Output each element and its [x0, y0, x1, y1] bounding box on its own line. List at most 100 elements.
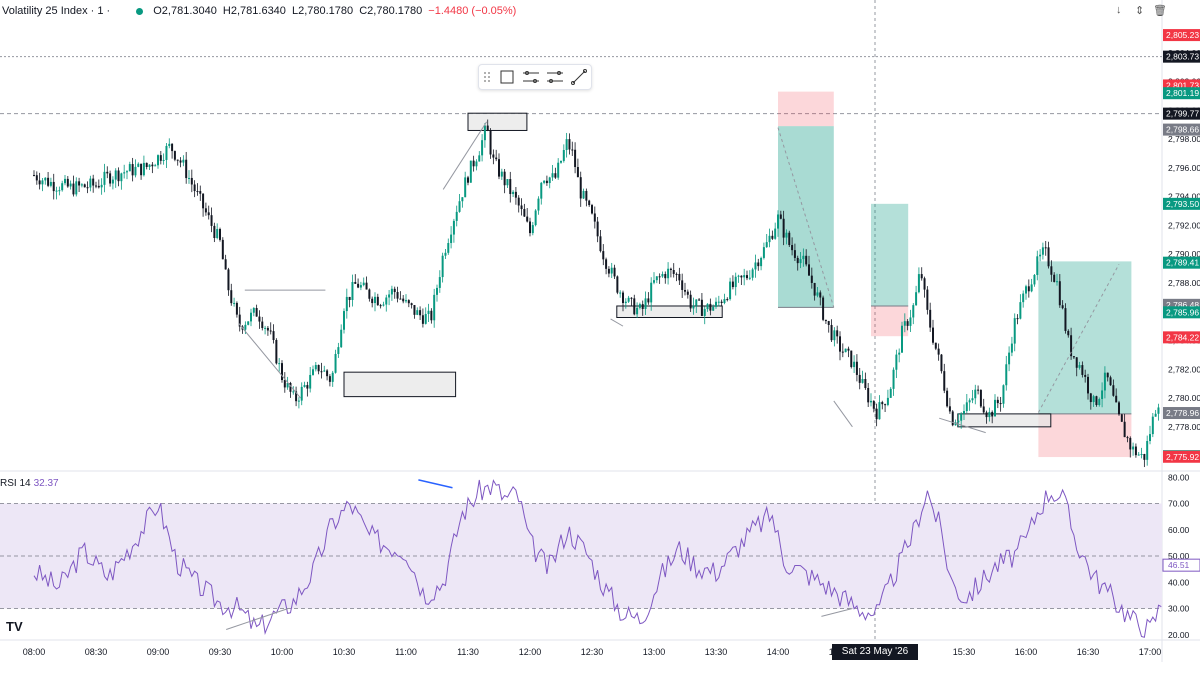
candle-body — [982, 406, 985, 413]
zones — [343, 91, 1132, 458]
candle-body — [802, 255, 805, 260]
drag-handle-icon[interactable] — [484, 72, 490, 82]
candle-body — [596, 221, 599, 237]
candle-body — [41, 180, 44, 185]
price-tick-label: 2,792.00 — [1168, 220, 1200, 230]
candle-body — [664, 274, 667, 279]
candle-body — [996, 399, 999, 404]
candle-body — [554, 173, 557, 178]
scroll-down-icon[interactable]: ↓ — [1116, 4, 1122, 16]
candle-body — [932, 327, 934, 343]
candle-body — [396, 292, 399, 299]
long-position-icon[interactable] — [523, 71, 539, 83]
candle-body — [351, 282, 354, 301]
candle-body — [35, 175, 38, 181]
candle-body — [331, 372, 334, 382]
candle-body — [216, 229, 219, 239]
candle-body — [168, 143, 171, 146]
candles — [33, 119, 1160, 468]
trash-icon[interactable]: 🗑 — [1153, 5, 1167, 17]
time-tick-label: 09:00 — [147, 647, 170, 657]
candle-body — [1056, 281, 1058, 283]
price-tag-label: 2,805.23 — [1166, 30, 1199, 40]
candle-body — [1132, 446, 1135, 450]
candle-body — [650, 282, 653, 303]
candle-body — [1137, 454, 1140, 456]
candle-body — [1064, 308, 1067, 331]
candle-body — [661, 274, 664, 277]
candle-body — [1039, 254, 1042, 257]
candle-body — [607, 268, 610, 274]
candle-body — [824, 319, 827, 322]
position-path-line — [1037, 264, 1120, 413]
candle-body — [140, 163, 143, 176]
candle-body — [323, 370, 326, 372]
candle-body — [729, 281, 732, 300]
candle-body — [715, 301, 717, 307]
candle-body — [630, 297, 633, 299]
candle-body — [582, 190, 585, 199]
price-tag-bg — [1163, 123, 1200, 136]
candle-body — [793, 250, 796, 258]
candle-body — [653, 280, 655, 283]
candle-body — [805, 255, 808, 265]
candle-body — [219, 229, 221, 240]
candle-body — [841, 351, 844, 353]
time-tick-label: 14:00 — [767, 647, 790, 657]
candle-body — [1134, 446, 1137, 456]
candle-body — [402, 298, 405, 302]
candle-body — [872, 400, 875, 409]
expand-icon[interactable]: ⇕ — [1135, 5, 1145, 17]
candle-body — [847, 348, 850, 351]
candle-body — [385, 297, 388, 305]
candle-body — [467, 177, 469, 183]
candle-body — [720, 301, 723, 303]
candle-body — [706, 303, 709, 310]
symbol-title[interactable]: Volatility 25 Index · 1 · — [2, 5, 111, 17]
candle-body — [193, 184, 196, 192]
candle-body — [782, 218, 785, 238]
candle-body — [827, 321, 830, 325]
candle-body — [165, 145, 168, 160]
rsi-line — [33, 479, 1162, 638]
candle-body — [1070, 335, 1073, 357]
candle-body — [726, 299, 729, 301]
candle-body — [213, 225, 216, 239]
candle-body — [362, 282, 365, 286]
candle-body — [503, 171, 506, 186]
candle-body — [737, 275, 740, 277]
candle-body — [562, 150, 565, 161]
candle-body — [689, 294, 692, 309]
candle-body — [1008, 352, 1011, 365]
trendline-icon[interactable] — [571, 69, 587, 85]
price-tag-bg — [1163, 29, 1200, 42]
position-path-line — [777, 127, 835, 308]
candle-body — [605, 259, 608, 269]
candle-body — [159, 155, 162, 161]
short-position-icon[interactable] — [547, 71, 563, 83]
candle-body — [444, 252, 447, 256]
candle-body — [64, 178, 66, 184]
candle-body — [585, 190, 588, 201]
chart-svg[interactable]: 2,778.002,780.002,782.002,784.002,786.00… — [0, 0, 1200, 662]
candle-body — [430, 310, 433, 321]
price-tag-bg — [1163, 87, 1200, 100]
price-tag-label: 2,785.96 — [1166, 307, 1199, 317]
candle-body — [1112, 385, 1115, 396]
candle-body — [864, 378, 867, 389]
candle-body — [889, 388, 892, 398]
candle-body — [1078, 365, 1081, 368]
candle-body — [712, 306, 715, 311]
candle-body — [436, 287, 438, 295]
candle-body — [977, 389, 980, 391]
candle-body — [69, 183, 72, 187]
trendline — [610, 318, 624, 327]
candle-body — [1151, 416, 1154, 435]
trendline — [939, 417, 986, 434]
candle-body — [1010, 343, 1013, 353]
candle-body — [602, 251, 605, 260]
rectangle-icon[interactable] — [500, 70, 514, 84]
candle-body — [492, 154, 495, 158]
price-tick-label: 2,782.00 — [1168, 364, 1200, 374]
